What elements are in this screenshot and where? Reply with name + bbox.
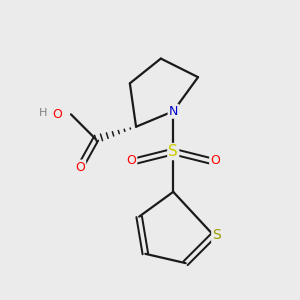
Text: H: H <box>39 108 48 118</box>
Text: O: O <box>127 154 136 167</box>
Text: S: S <box>168 144 178 159</box>
Text: O: O <box>210 154 220 167</box>
Text: O: O <box>75 160 85 173</box>
Text: N: N <box>169 105 178 118</box>
Text: S: S <box>212 228 221 242</box>
Text: O: O <box>52 108 62 121</box>
